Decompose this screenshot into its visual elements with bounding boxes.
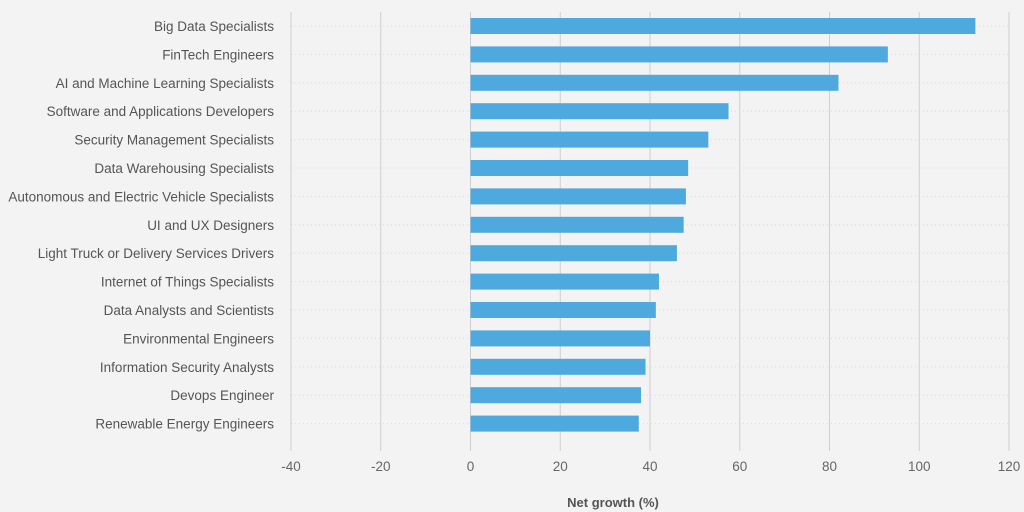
bar: [470, 387, 642, 404]
x-tick-label: 40: [642, 459, 657, 474]
category-label: Big Data Specialists: [154, 19, 274, 34]
x-tick-label: 0: [467, 459, 475, 474]
x-axis-title: Net growth (%): [567, 495, 659, 510]
bar: [470, 330, 650, 347]
category-label: Internet of Things Specialists: [101, 275, 274, 290]
bar: [470, 160, 689, 176]
category-label: Devops Engineer: [170, 388, 274, 403]
bars: [470, 18, 976, 432]
bar: [470, 74, 839, 91]
bar: [470, 18, 976, 34]
category-label: Data Warehousing Specialists: [94, 161, 274, 176]
category-label: Security Management Specialists: [74, 133, 274, 148]
x-tick-label: 80: [822, 459, 837, 474]
category-label: Software and Applications Developers: [47, 104, 275, 119]
bar: [470, 415, 639, 432]
category-label: UI and UX Designers: [147, 218, 274, 233]
bar: [470, 216, 684, 233]
x-tick-label: -20: [371, 459, 391, 474]
bar: [470, 245, 677, 262]
category-label: Data Analysts and Scientists: [104, 303, 275, 318]
x-tick-label: 20: [553, 459, 568, 474]
category-label: Information Security Analysts: [100, 360, 274, 375]
bar: [470, 46, 888, 63]
category-label: AI and Machine Learning Specialists: [56, 76, 275, 91]
bar: [470, 103, 729, 120]
bar: [470, 131, 709, 148]
x-tick-label: -40: [281, 459, 301, 474]
bar: [470, 302, 656, 318]
x-tick-label: 60: [732, 459, 747, 474]
x-tick-label: 120: [998, 459, 1021, 474]
x-axis-ticks: -40 -20 0 20 40 60 80 100 120: [281, 459, 1020, 474]
category-label: Light Truck or Delivery Services Drivers: [38, 246, 275, 261]
bar: [470, 358, 646, 375]
bar: [470, 188, 686, 205]
bar: [470, 273, 659, 290]
category-label: Environmental Engineers: [123, 331, 274, 346]
category-label: Autonomous and Electric Vehicle Speciali…: [8, 189, 274, 204]
category-label: FinTech Engineers: [162, 47, 274, 62]
category-labels: Big Data Specialists FinTech Engineers AI …: [8, 19, 274, 432]
category-label: Renewable Energy Engineers: [95, 417, 274, 432]
x-tick-label: 100: [908, 459, 931, 474]
